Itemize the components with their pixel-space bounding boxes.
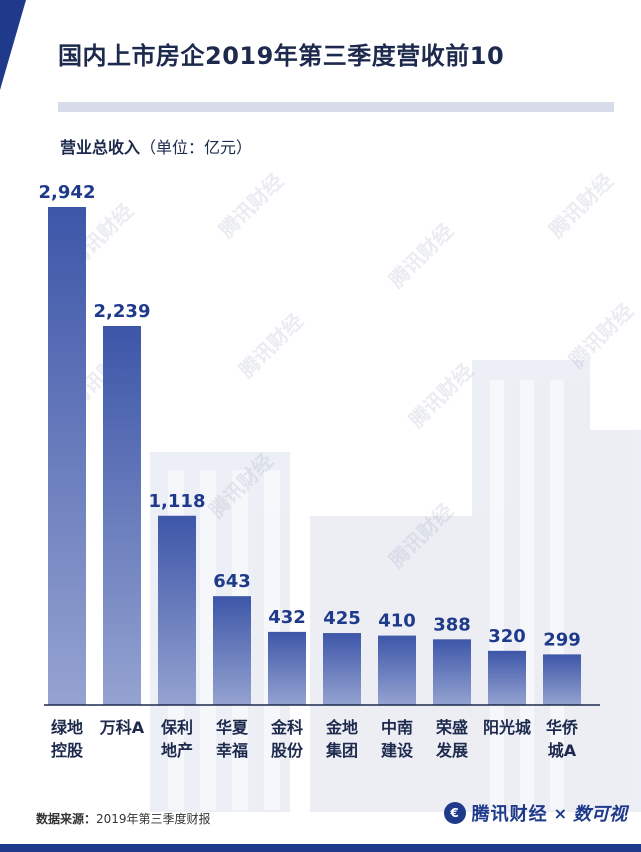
brand-logo-icon: €: [443, 802, 466, 824]
data-label: 388: [433, 614, 471, 635]
brand-separator: ×: [553, 803, 567, 823]
bar: [213, 596, 251, 705]
data-label: 2,942: [39, 182, 96, 203]
x-tick-label: 金地: [325, 718, 358, 737]
x-tick-label: 城A: [548, 741, 577, 760]
corner-accent: [0, 0, 26, 90]
data-label: 1,118: [149, 491, 206, 512]
bar: [323, 633, 361, 705]
data-label: 320: [488, 626, 526, 647]
brand-partner: 数可视: [573, 804, 627, 825]
unit-label-rest: （单位：亿元）: [140, 138, 253, 157]
data-label: 299: [543, 629, 581, 650]
source-label: 数据来源：: [36, 812, 97, 826]
bar: [488, 650, 526, 705]
x-tick-label: 万科A: [99, 718, 145, 737]
bar: [378, 635, 416, 705]
data-label: 432: [268, 607, 306, 628]
x-tick-label: 幸福: [216, 741, 248, 760]
data-label: 2,239: [94, 301, 151, 322]
data-label: 425: [323, 608, 361, 629]
x-tick-label: 中南: [381, 718, 413, 737]
data-label: 643: [213, 571, 251, 592]
x-tick-label: 保利: [160, 718, 193, 737]
x-tick-label: 金科: [270, 718, 303, 737]
bar: [103, 325, 141, 705]
bar: [433, 639, 471, 705]
x-tick-label: 绿地: [51, 718, 83, 737]
unit-label-bold: 营业总收入: [60, 138, 141, 157]
x-tick-label: 发展: [435, 741, 469, 760]
bar: [48, 207, 86, 705]
title-underline: [58, 102, 614, 112]
x-tick-label: 荣盛: [435, 718, 468, 737]
chart-title: 国内上市房企2019年第三季度营收前10: [58, 42, 505, 70]
bar: [543, 654, 581, 705]
bar: [268, 631, 306, 705]
brand-name: 腾讯财经: [471, 804, 548, 825]
x-tick-label: 地产: [161, 741, 193, 760]
x-tick-label: 控股: [51, 741, 84, 760]
x-tick-label: 华侨: [546, 718, 579, 737]
x-tick-label: 集团: [325, 741, 358, 760]
x-tick-label: 华夏: [216, 718, 249, 737]
x-tick-label: 建设: [381, 741, 414, 760]
data-label: 410: [378, 611, 416, 632]
x-tick-label: 阳光城: [483, 718, 531, 737]
footer-bar: [0, 844, 641, 852]
source-note: 数据来源：2019年第三季度财报: [36, 810, 211, 827]
source-text: 2019年第三季度财报: [96, 812, 211, 826]
bar: [158, 515, 196, 705]
brand-footer: € 腾讯财经 × 数可视: [443, 800, 627, 826]
x-tick-label: 股份: [271, 741, 304, 760]
y-axis-label: 营业总收入（单位：亿元）: [60, 134, 252, 158]
